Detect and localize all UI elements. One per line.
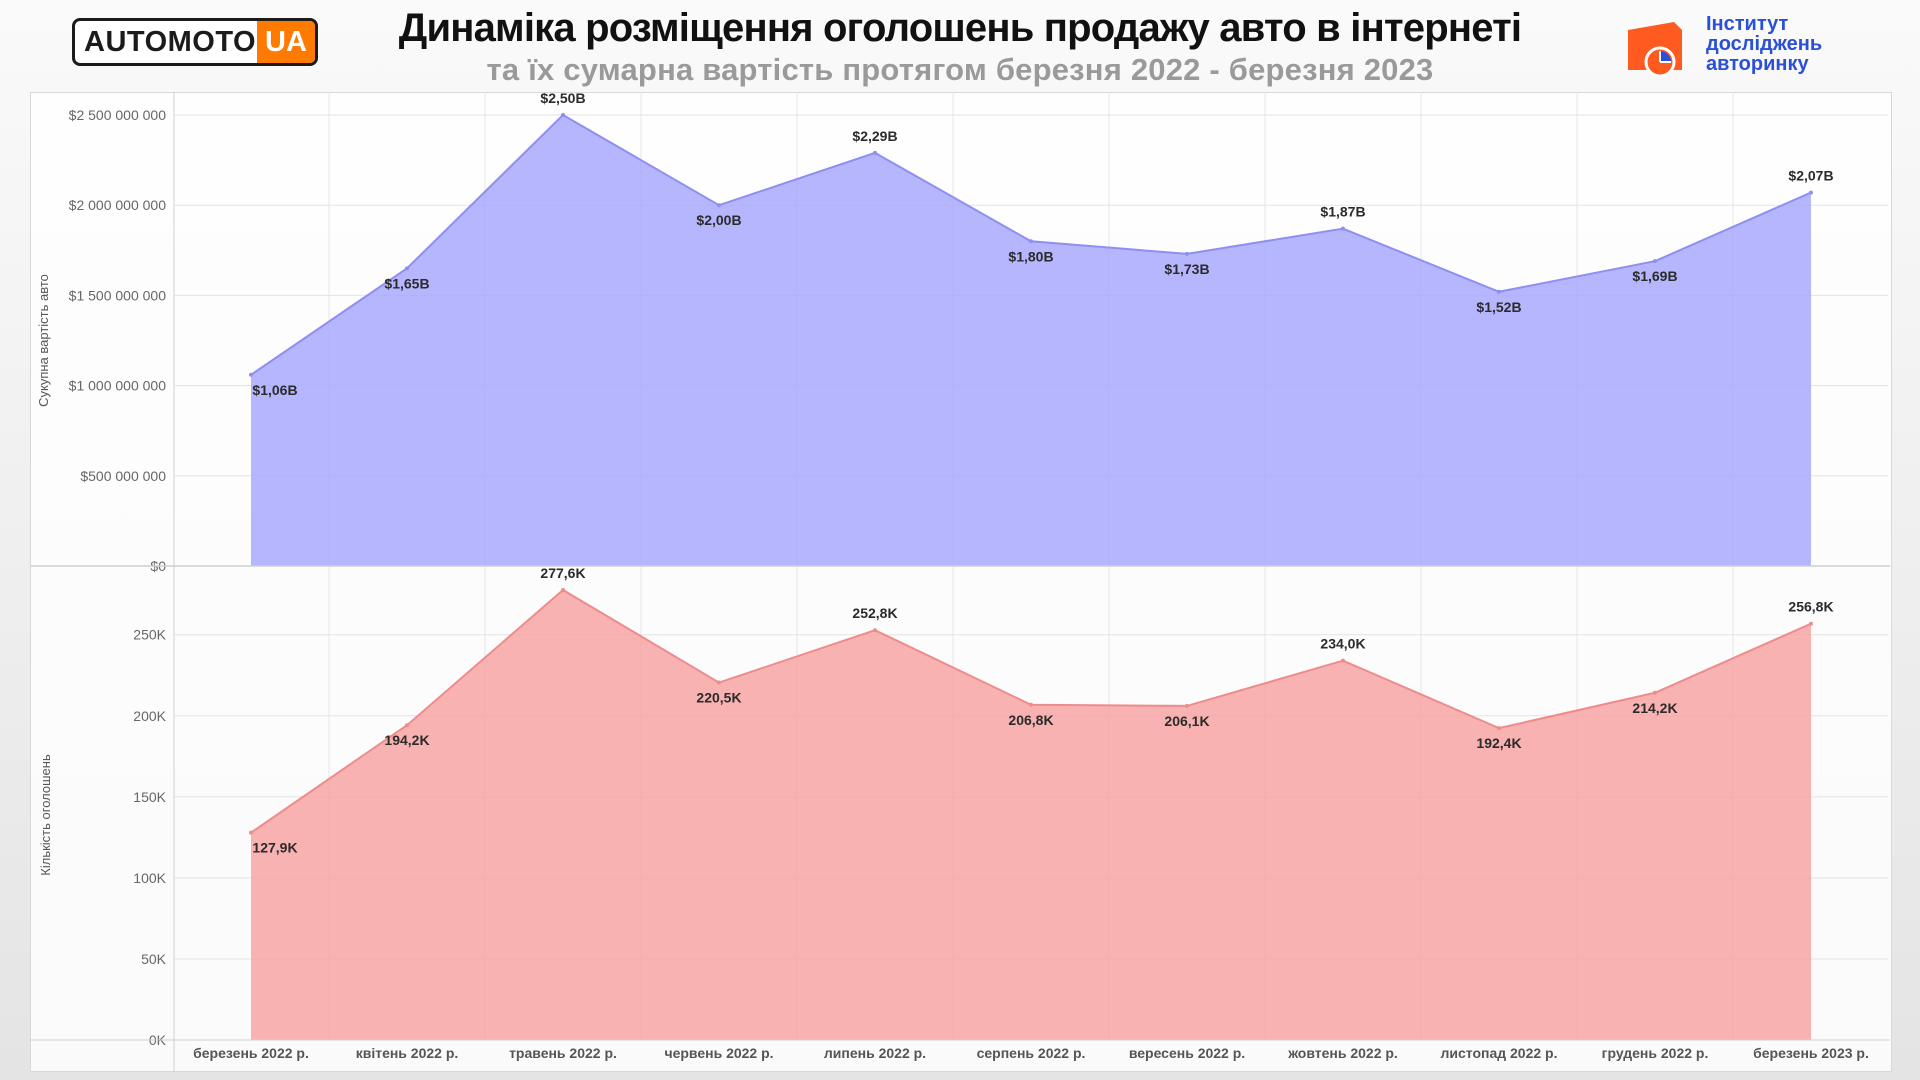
data-point — [1653, 690, 1657, 695]
data-point — [249, 372, 253, 377]
data-point — [561, 113, 565, 117]
data-label: $1,87B — [1320, 204, 1365, 220]
x-tick-label: серпень 2022 р. — [977, 1045, 1086, 1061]
data-point — [1341, 226, 1345, 231]
automoto-logo[interactable]: AUTOMOTO UA — [72, 18, 318, 66]
data-point — [873, 628, 877, 633]
y-tick-label: 250K — [133, 627, 166, 643]
data-label: $1,69B — [1632, 268, 1677, 284]
data-point — [561, 588, 565, 592]
data-label: $1,65B — [384, 275, 429, 291]
y-tick-label: 100K — [133, 870, 166, 886]
data-label: 206,1K — [1164, 713, 1209, 729]
x-tick-label: вересень 2022 р. — [1129, 1045, 1245, 1061]
x-tick-label: жовтень 2022 р. — [1287, 1045, 1398, 1061]
x-tick-label: березень 2023 р. — [1753, 1045, 1869, 1061]
automoto-logo-main: AUTOMOTO — [84, 25, 257, 58]
data-label: 277,6K — [540, 565, 585, 581]
y-tick-label: $500 000 000 — [80, 468, 166, 484]
data-label: 127,9K — [252, 840, 297, 856]
y-tick-label: $1 500 000 000 — [69, 287, 167, 303]
data-label: $2,07B — [1788, 168, 1833, 184]
chart-subtitle: та їх сумарна вартість протягом березня … — [486, 52, 1434, 87]
data-point — [717, 680, 721, 685]
data-point — [405, 723, 409, 728]
x-tick-label: квітень 2022 р. — [356, 1045, 459, 1061]
y-tick-label: 150K — [133, 789, 166, 805]
data-point — [1809, 190, 1813, 195]
y-axis-title: Кількість оголошень — [38, 754, 53, 876]
data-label: $1,80B — [1008, 248, 1053, 264]
x-tick-label: грудень 2022 р. — [1602, 1045, 1709, 1061]
institute-logo-mark — [1628, 22, 1682, 78]
data-label: 194,2K — [384, 732, 429, 748]
y-axis-title: Сукупна вартість авто — [36, 274, 51, 407]
header: AUTOMOTO UA Динаміка розміщення оголошен… — [0, 0, 1920, 92]
institute-logo-text: Інститут досліджень авторинку — [1706, 14, 1822, 74]
data-point — [1653, 259, 1657, 264]
data-point — [1029, 702, 1033, 707]
institute-logo-line-2: досліджень — [1706, 33, 1823, 55]
data-point — [1809, 621, 1813, 626]
data-point — [1029, 239, 1033, 244]
data-label: 214,2K — [1632, 700, 1677, 716]
automoto-logo-accent: UA — [257, 21, 315, 63]
data-point — [249, 830, 253, 835]
data-label: $1,52B — [1476, 299, 1521, 315]
institute-logo-line-1: Інститут — [1706, 13, 1789, 35]
data-point — [405, 266, 409, 271]
data-label: $2,50B — [540, 90, 585, 106]
data-point — [1341, 658, 1345, 663]
institute-logo-line-3: авторинку — [1706, 53, 1809, 75]
x-tick-label: травень 2022 р. — [509, 1045, 617, 1061]
data-label: 234,0K — [1320, 636, 1365, 652]
data-label: 192,4K — [1476, 735, 1521, 751]
data-label: 206,8K — [1008, 712, 1053, 728]
y-tick-label: 200K — [133, 708, 166, 724]
x-tick-label: червень 2022 р. — [664, 1045, 773, 1061]
data-label: 252,8K — [852, 605, 897, 621]
institute-logo[interactable]: Інститут досліджень авторинку — [1622, 14, 1862, 80]
data-point — [1497, 726, 1501, 731]
data-label: 220,5K — [696, 690, 741, 706]
data-label: $1,73B — [1164, 261, 1209, 277]
area-series-value — [251, 115, 1811, 566]
y-tick-label: $1 000 000 000 — [69, 378, 167, 394]
data-label: $1,06B — [252, 382, 297, 398]
y-tick-label: 50K — [141, 951, 167, 967]
x-tick-label: листопад 2022 р. — [1440, 1045, 1557, 1061]
y-tick-label: $2 500 000 000 — [69, 107, 167, 123]
data-point — [717, 203, 721, 208]
x-tick-label: березень 2022 р. — [193, 1045, 309, 1061]
data-label: $2,00B — [696, 212, 741, 228]
chart-title: Динаміка розміщення оголошень продажу ав… — [398, 6, 1522, 50]
data-point — [873, 150, 877, 155]
data-point — [1497, 289, 1501, 294]
data-point — [1185, 251, 1189, 256]
data-label: $2,29B — [852, 128, 897, 144]
x-tick-label: липень 2022 р. — [824, 1045, 926, 1061]
area-series-count — [251, 590, 1811, 1040]
data-point — [1185, 703, 1189, 708]
data-label: 256,8K — [1788, 599, 1833, 615]
y-tick-label: $2 000 000 000 — [69, 197, 167, 213]
